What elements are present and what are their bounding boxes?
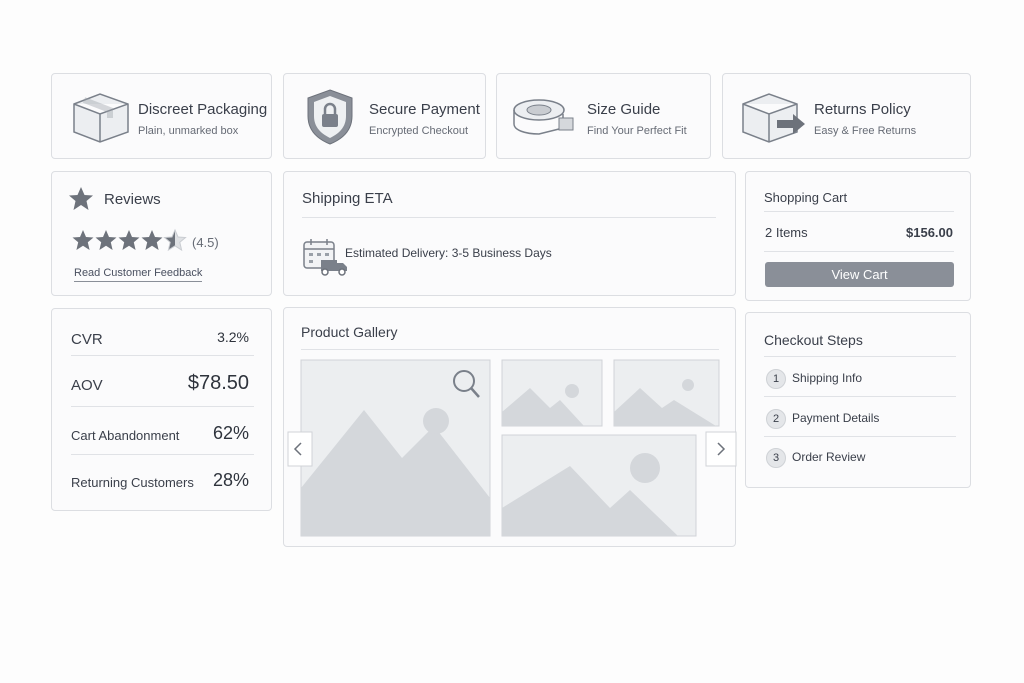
step-number: 1 [766, 369, 786, 389]
gallery-card: Product Gallery [283, 307, 737, 547]
step-number: 3 [766, 448, 786, 468]
feature-title: Returns Policy [814, 101, 911, 118]
metric-label: Cart Abandonment [71, 428, 180, 443]
reviews-card: Reviews (4.5) Read Customer Feedback [51, 171, 272, 296]
metric-value: 28% [212, 470, 249, 490]
cart-title: Shopping Cart [764, 190, 848, 205]
gallery-images [287, 359, 737, 537]
step-label: Shipping Info [792, 371, 863, 385]
rating-label: (4.5) [192, 235, 219, 250]
divider [764, 435, 956, 437]
step-label: Payment Details [792, 410, 880, 425]
feature-subtitle: Plain, unmarked box [138, 125, 239, 137]
feature-subtitle: Easy & Free Returns [814, 125, 917, 137]
feature-card: Discreet Packaging Plain, unmarked box [51, 73, 272, 159]
cart-total: $156.00 [906, 225, 953, 240]
metric-value: $78.50 [187, 372, 249, 394]
divider [764, 396, 956, 397]
cart-items: 2 Items [765, 225, 808, 240]
shield-icon [307, 89, 353, 145]
divider [71, 406, 254, 407]
star-icon [69, 187, 93, 210]
star [95, 230, 117, 250]
star [141, 230, 163, 250]
metric-label: AOV [71, 377, 103, 394]
feature-subtitle: Find Your Perfect Fit [587, 125, 687, 137]
tape-icon [513, 99, 574, 135]
star [163, 228, 187, 252]
shipping-title: Shipping ETA [302, 190, 393, 207]
feature-title: Size Guide [587, 101, 661, 118]
divider [71, 355, 254, 356]
shipping-text: Estimated Delivery: 3-5 Business Days [345, 246, 552, 260]
box-icon [73, 93, 129, 143]
reviews-title: Reviews [104, 191, 161, 208]
metric-value: 62% [212, 423, 249, 443]
gallery-title: Product Gallery [301, 324, 398, 340]
feature-card: Returns Policy Easy & Free Returns [722, 73, 971, 159]
divider [764, 251, 954, 252]
divider [764, 211, 954, 212]
view-cart-button[interactable]: View Cart [765, 262, 954, 287]
checkout-title: Checkout Steps [764, 332, 863, 348]
step-number: 2 [766, 408, 786, 429]
metric-label: Returning Customers [71, 475, 194, 490]
step-label: Order Review [792, 450, 866, 464]
divider [71, 454, 254, 455]
shipping-card: Shipping ETA Estimated Delivery: 3-5 Bus… [283, 171, 736, 296]
divider [301, 349, 719, 350]
metric-label: CVR [71, 331, 103, 348]
metric-value: 3.2% [217, 329, 249, 345]
rating-stars [72, 228, 187, 252]
return-box-icon [742, 93, 805, 143]
divider [764, 356, 956, 357]
star [118, 230, 140, 250]
checkout-card: Checkout Steps 1 Shipping Info 2 Payment De… [745, 312, 971, 488]
divider [302, 217, 716, 218]
feature-title: Discreet Packaging [138, 101, 268, 118]
cart-card: Shopping Cart 2 Items $156.00 View Cart [745, 171, 971, 301]
feedback-link[interactable]: Read Customer Feedback [74, 267, 203, 282]
star [72, 230, 94, 250]
feature-card: Size Guide Find Your Perfect Fit [496, 73, 711, 159]
metrics-card: CVR 3.2% AOV $78.50 Cart Abandonment 62% Retur… [51, 308, 272, 511]
feature-card: Secure Payment Encrypted Checkout [283, 73, 486, 159]
feature-title: Secure Payment [369, 101, 480, 118]
feature-subtitle: Encrypted Checkout [369, 125, 469, 137]
delivery-icon [303, 239, 347, 276]
